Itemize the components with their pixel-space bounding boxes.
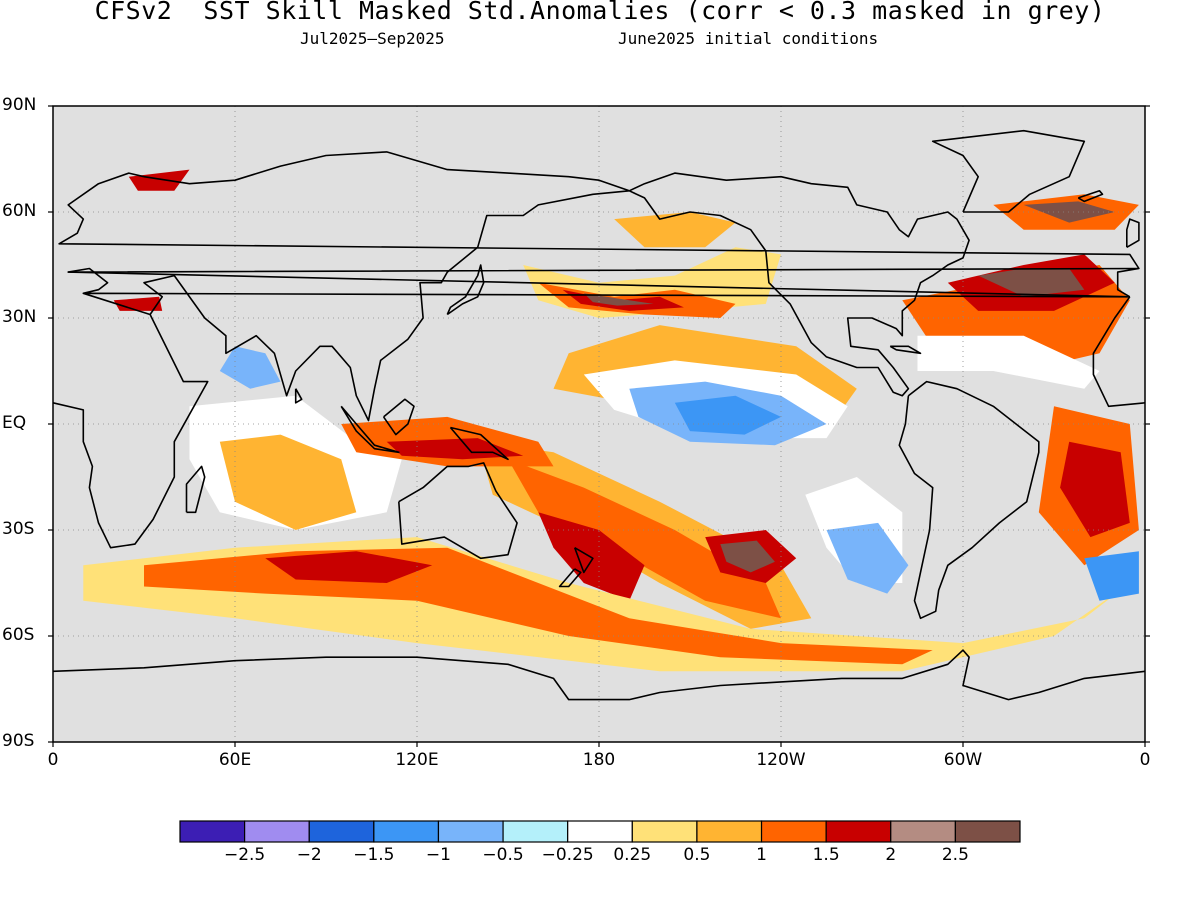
axis-ticks bbox=[48, 105, 1150, 747]
coastline bbox=[1077, 190, 1104, 203]
forecast-period: Jul2025–Sep2025 bbox=[300, 29, 445, 48]
anomaly-region bbox=[1060, 441, 1130, 538]
colorbar-label: 2.5 bbox=[941, 845, 969, 865]
colorbar-label: 0.25 bbox=[613, 845, 652, 865]
chart-title: CFSv2 SST Skill Masked Std.Anomalies (co… bbox=[94, 0, 1106, 25]
colorbar-label: −1 bbox=[425, 845, 451, 865]
lat-label: 60S bbox=[2, 625, 35, 645]
colorbar-label: 2 bbox=[885, 845, 897, 865]
coastline bbox=[558, 568, 582, 588]
anomaly-region bbox=[1084, 551, 1139, 601]
colorbar-label: −0.5 bbox=[482, 845, 524, 865]
coastline bbox=[446, 264, 485, 316]
anomaly-region bbox=[614, 212, 736, 248]
coastline bbox=[340, 405, 400, 454]
lon-label: 0 bbox=[1139, 750, 1151, 770]
anomaly-region bbox=[128, 169, 190, 191]
anomaly-region bbox=[674, 395, 781, 435]
lat-label: 30S bbox=[2, 519, 35, 539]
anomaly-region bbox=[720, 540, 775, 573]
anomaly-region bbox=[583, 293, 654, 306]
colorbar-label: −0.25 bbox=[541, 845, 594, 865]
colorbar-label: −2 bbox=[296, 845, 322, 865]
lat-label: EQ bbox=[2, 413, 27, 433]
coastline bbox=[1092, 296, 1146, 408]
coastline bbox=[67, 267, 1130, 298]
coastline bbox=[52, 649, 1146, 701]
initial-conditions: June2025 initial conditions bbox=[618, 29, 879, 48]
coastline bbox=[898, 380, 1040, 620]
lat-label: 60N bbox=[2, 201, 37, 221]
anomaly-region bbox=[219, 434, 357, 530]
coastline bbox=[52, 292, 1130, 549]
coastlines bbox=[52, 129, 1146, 701]
lon-label: 60E bbox=[218, 750, 252, 770]
colorbar-label: 1.5 bbox=[812, 845, 840, 865]
coastline bbox=[382, 398, 415, 436]
coastline bbox=[449, 426, 509, 461]
anomaly-region bbox=[917, 335, 1100, 389]
anomaly-region bbox=[826, 522, 909, 594]
coastline bbox=[185, 465, 206, 514]
colorbar-label: 0.5 bbox=[683, 845, 711, 865]
lat-label: 30N bbox=[2, 307, 37, 327]
coastline bbox=[628, 172, 970, 397]
anomaly-region bbox=[508, 459, 781, 619]
coastline bbox=[931, 129, 1086, 213]
coastline bbox=[143, 190, 630, 422]
coastline bbox=[889, 345, 922, 355]
anomaly-region bbox=[978, 268, 1085, 297]
coastline bbox=[294, 388, 303, 404]
coastline bbox=[58, 172, 1140, 269]
colorbar-label: −1.5 bbox=[353, 845, 395, 865]
coastline bbox=[1126, 218, 1140, 248]
lon-label: 120W bbox=[756, 750, 806, 770]
anomaly-region bbox=[386, 438, 524, 460]
coastline bbox=[143, 151, 630, 192]
lon-label: 0 bbox=[47, 750, 59, 770]
lat-label: 90N bbox=[2, 95, 37, 115]
anomaly-region bbox=[538, 512, 645, 601]
anomaly-region bbox=[265, 551, 433, 583]
lon-label: 180 bbox=[582, 750, 616, 770]
lon-label: 120E bbox=[395, 750, 439, 770]
lat-label: 90S bbox=[2, 731, 35, 751]
colorbar-label: 1 bbox=[756, 845, 767, 865]
coastline bbox=[573, 547, 594, 574]
anomaly-region bbox=[1023, 201, 1115, 223]
lon-label: 60W bbox=[943, 750, 983, 770]
coastline bbox=[398, 462, 518, 560]
colorbar-label: −2.5 bbox=[223, 845, 266, 865]
coastline bbox=[68, 267, 1140, 298]
